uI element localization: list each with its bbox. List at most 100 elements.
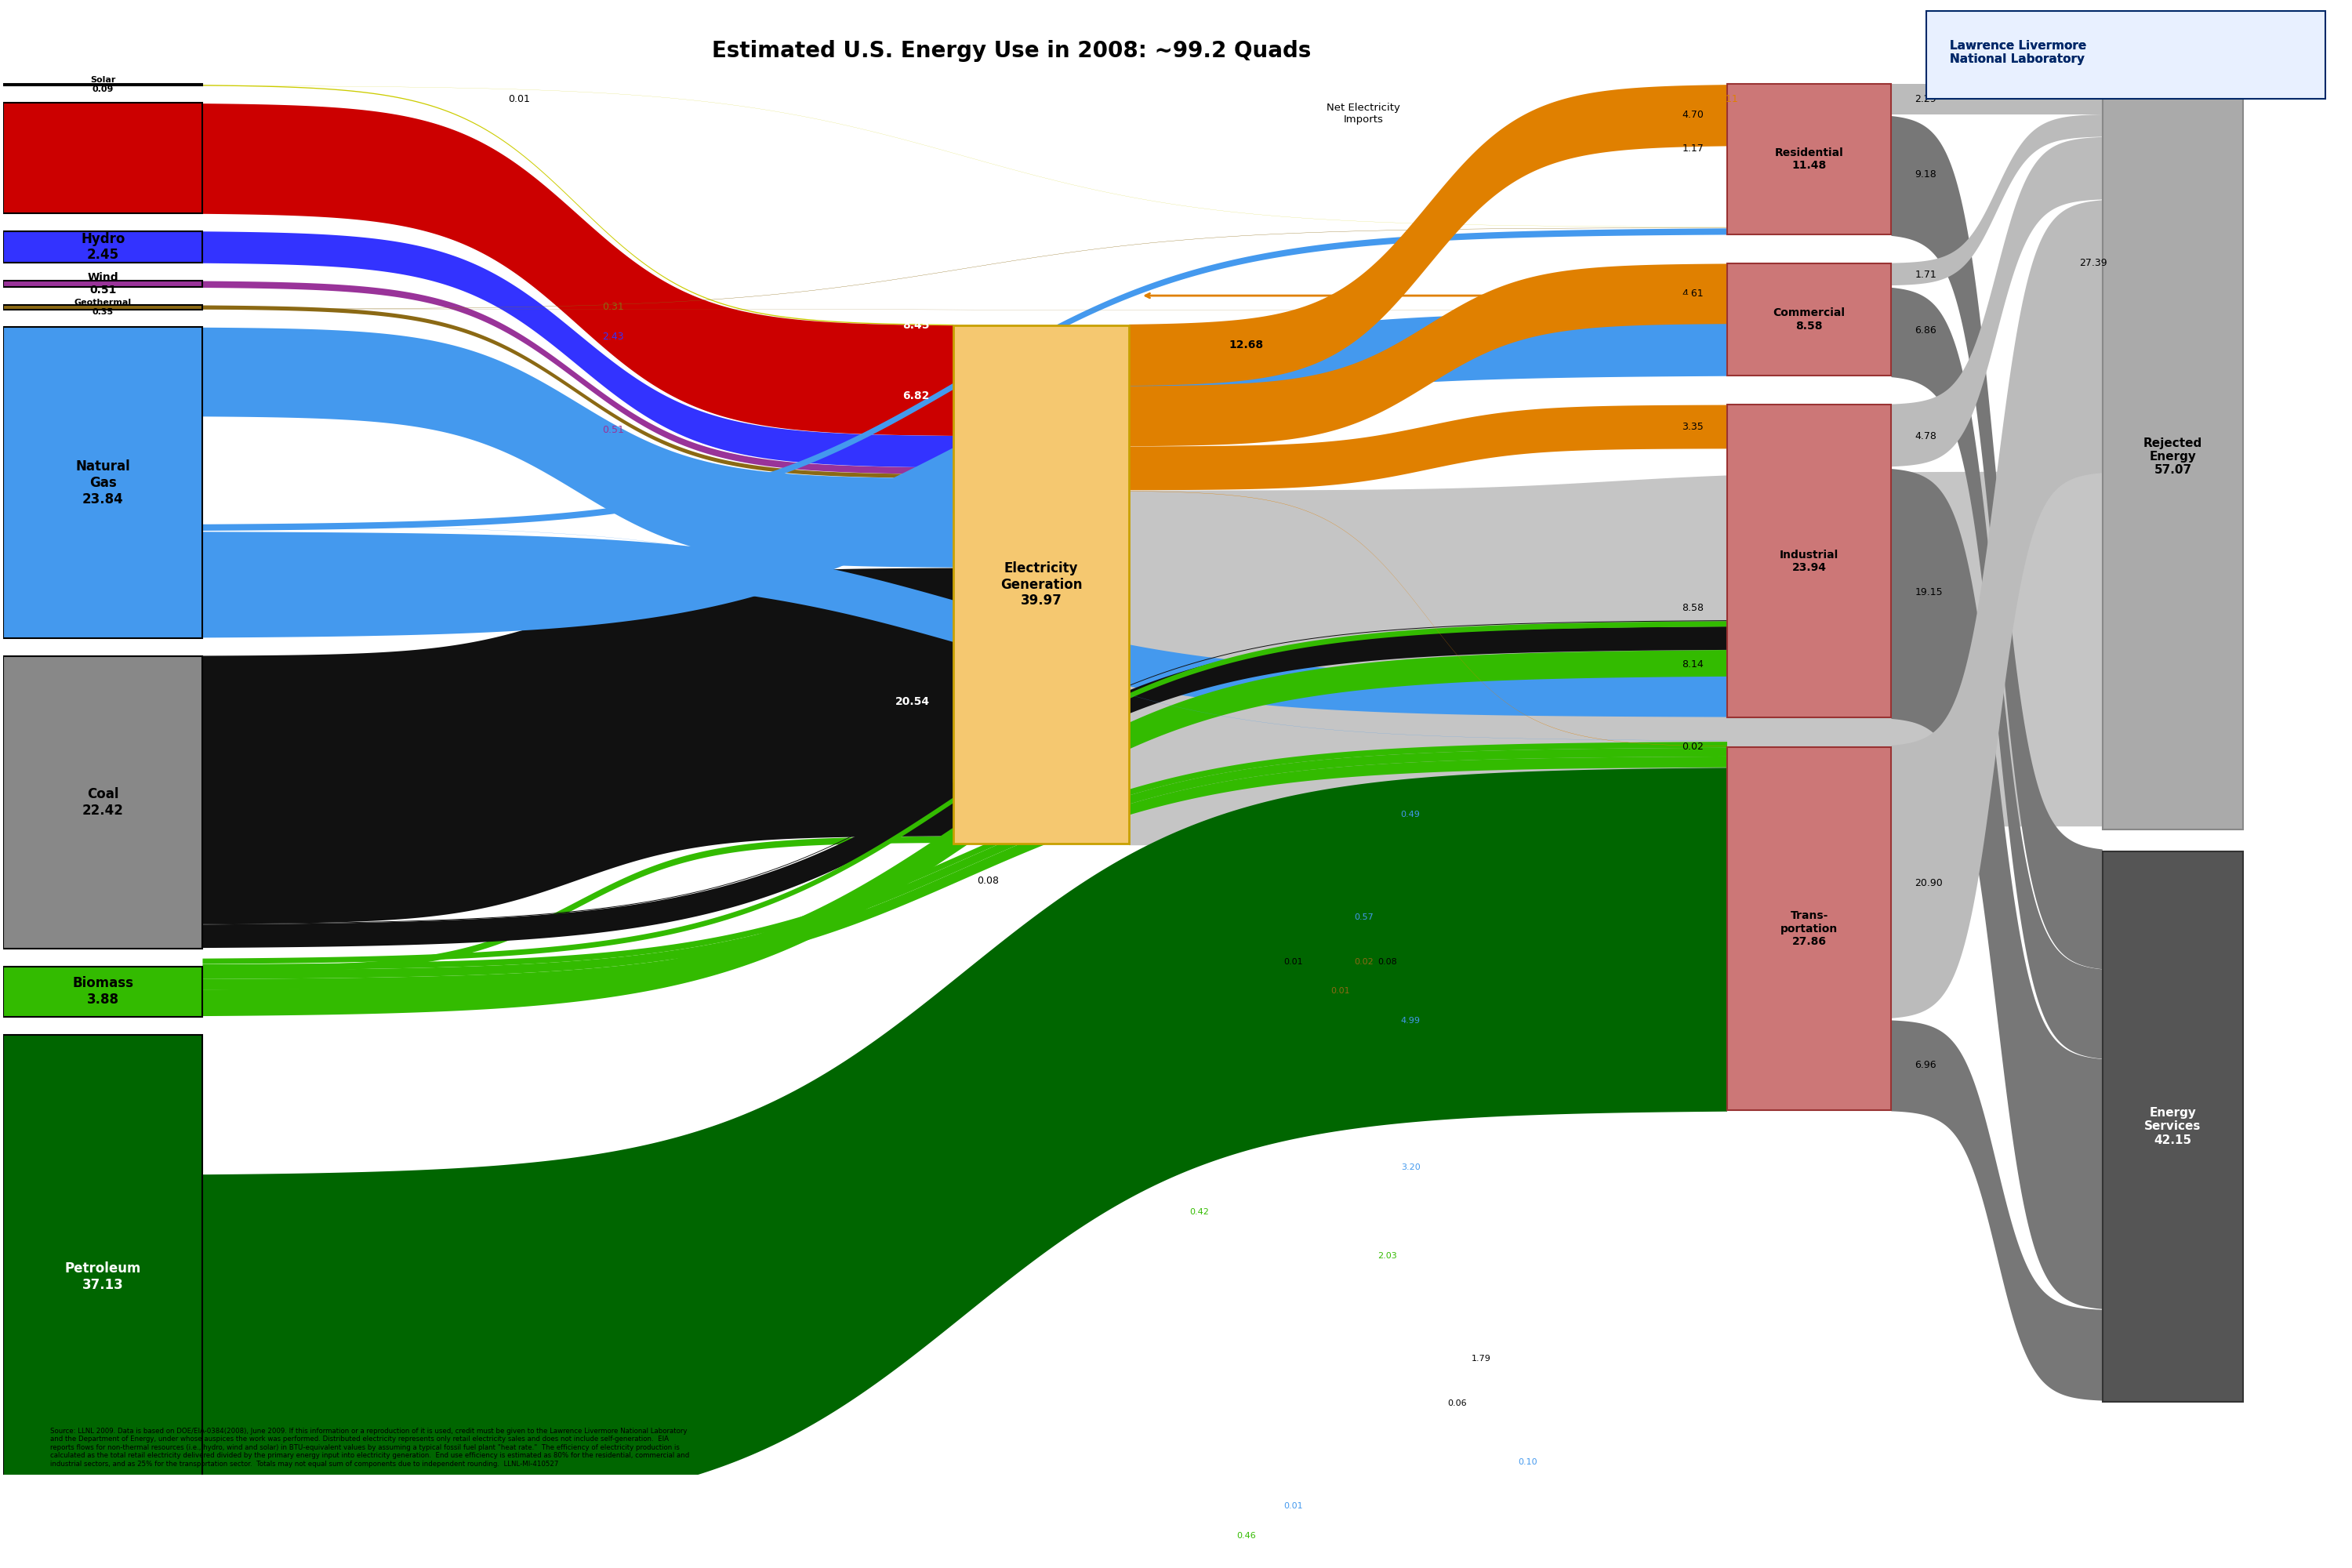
Bar [2,230,202,263]
Polygon shape [202,281,953,474]
Polygon shape [1129,263,1726,447]
Text: 6.82: 6.82 [903,390,929,401]
Bar [2103,85,2244,829]
Text: Petroleum
37.13: Petroleum 37.13 [66,1262,141,1292]
Bar [953,325,1129,844]
Polygon shape [202,229,1726,530]
Text: 0.57: 0.57 [1355,914,1374,922]
Text: Lawrence Livermore
National Laboratory: Lawrence Livermore National Laboratory [1950,41,2086,66]
Polygon shape [202,568,953,924]
Bar [2,655,202,949]
Text: 2.43: 2.43 [602,332,623,342]
Text: Natural
Gas
23.84: Natural Gas 23.84 [75,459,129,506]
Text: 8.58: 8.58 [1682,604,1703,613]
Polygon shape [202,651,1726,1016]
Text: Commercial
8.58: Commercial 8.58 [1773,307,1846,331]
Text: Lawrence Livermore
National Laboratory: Lawrence Livermore National Laboratory [1950,41,2086,66]
Polygon shape [202,836,953,972]
Polygon shape [202,310,1726,638]
Text: 1.79: 1.79 [1470,1355,1491,1363]
Text: 0.42: 0.42 [1190,1207,1209,1215]
Polygon shape [202,232,953,467]
Polygon shape [202,525,1726,740]
Text: 0.02: 0.02 [1355,958,1374,966]
Text: 4.61: 4.61 [1682,289,1703,298]
Polygon shape [1891,114,2103,285]
Polygon shape [202,86,1726,227]
Text: 0.06: 0.06 [1449,1399,1468,1406]
Text: 0.31: 0.31 [602,303,623,312]
Bar [2103,851,2244,1402]
Text: 6.86: 6.86 [1915,326,1936,336]
Polygon shape [1891,469,2103,1309]
Text: 2.03: 2.03 [1378,1251,1397,1259]
Bar [2,328,202,638]
Polygon shape [1891,85,2103,114]
Text: 0.02: 0.02 [1682,742,1703,753]
Polygon shape [202,328,953,568]
Polygon shape [202,756,1726,989]
Text: 9.18: 9.18 [1915,169,1936,179]
Bar [2,1035,202,1519]
Bar [1926,11,2326,99]
Polygon shape [1891,116,2103,969]
Bar [2,103,202,213]
Text: 4.70: 4.70 [1682,110,1703,121]
Text: Energy
Services
42.15: Energy Services 42.15 [2145,1107,2201,1146]
Text: Nuclear
8.45: Nuclear 8.45 [75,143,132,174]
Polygon shape [202,621,1726,925]
Text: 0.01: 0.01 [1331,988,1350,996]
Text: 3.35: 3.35 [1682,422,1703,431]
Text: 20.54: 20.54 [896,696,929,707]
Polygon shape [1129,405,1726,491]
Text: Trans-
portation
27.86: Trans- portation 27.86 [1780,911,1837,947]
Text: Residential
11.48: Residential 11.48 [1776,147,1844,171]
Bar [1726,263,1891,375]
Text: 8.45: 8.45 [903,320,929,331]
Polygon shape [202,227,1726,309]
Text: Coal
22.42: Coal 22.42 [82,787,125,817]
Text: Industrial
23.94: Industrial 23.94 [1780,549,1839,572]
Polygon shape [202,306,953,478]
Polygon shape [1891,287,2103,1058]
Text: 6.96: 6.96 [1915,1060,1936,1069]
Polygon shape [202,532,1726,717]
Bar [1726,746,1891,1110]
Text: Solar
0.09: Solar 0.09 [89,77,115,93]
Polygon shape [1891,201,2103,1018]
Text: 1.17: 1.17 [1682,144,1703,154]
Text: Rejected
Energy
57.07: Rejected Energy 57.07 [2143,437,2201,477]
Text: Estimated U.S. Energy Use in 2008: ~99.2 Quads: Estimated U.S. Energy Use in 2008: ~99.2… [713,41,1312,63]
Text: Source: LLNL 2009. Data is based on DOE/EIA-0384(2008), June 2009. If this infor: Source: LLNL 2009. Data is based on DOE/… [49,1428,689,1468]
Polygon shape [202,85,953,326]
Text: 0.01: 0.01 [508,94,529,103]
Polygon shape [1129,472,2103,845]
Text: 8.14: 8.14 [1682,659,1703,670]
Text: 19.15: 19.15 [1915,588,1943,597]
Text: Geothermal
0.35: Geothermal 0.35 [75,299,132,315]
Text: 0.49: 0.49 [1402,811,1421,818]
Text: 20.90: 20.90 [1915,878,1943,889]
Bar [1726,85,1891,234]
Text: 0.01: 0.01 [1284,1502,1303,1510]
Text: 12.68: 12.68 [1230,339,1263,350]
Text: 1.71: 1.71 [1915,270,1936,279]
Text: 0.51: 0.51 [602,425,623,436]
Text: 4.99: 4.99 [1402,1016,1421,1024]
Text: Wind
0.51: Wind 0.51 [87,273,118,296]
Polygon shape [1891,136,2103,467]
Text: 26.33: 26.33 [1689,933,1715,944]
Polygon shape [1891,1021,2103,1400]
Text: Biomass
3.88: Biomass 3.88 [73,977,134,1007]
Text: Electricity
Generation
39.97: Electricity Generation 39.97 [1000,561,1082,608]
Text: 0.46: 0.46 [1237,1532,1256,1540]
Bar [2,281,202,287]
Text: 0.08: 0.08 [976,875,1000,886]
Polygon shape [202,621,1726,964]
Polygon shape [202,742,1726,971]
Text: 0.08: 0.08 [1378,958,1397,966]
Polygon shape [202,748,1726,978]
Polygon shape [202,627,1726,949]
Text: Hydro
2.45: Hydro 2.45 [80,232,125,262]
Text: 0.01: 0.01 [1284,958,1303,966]
